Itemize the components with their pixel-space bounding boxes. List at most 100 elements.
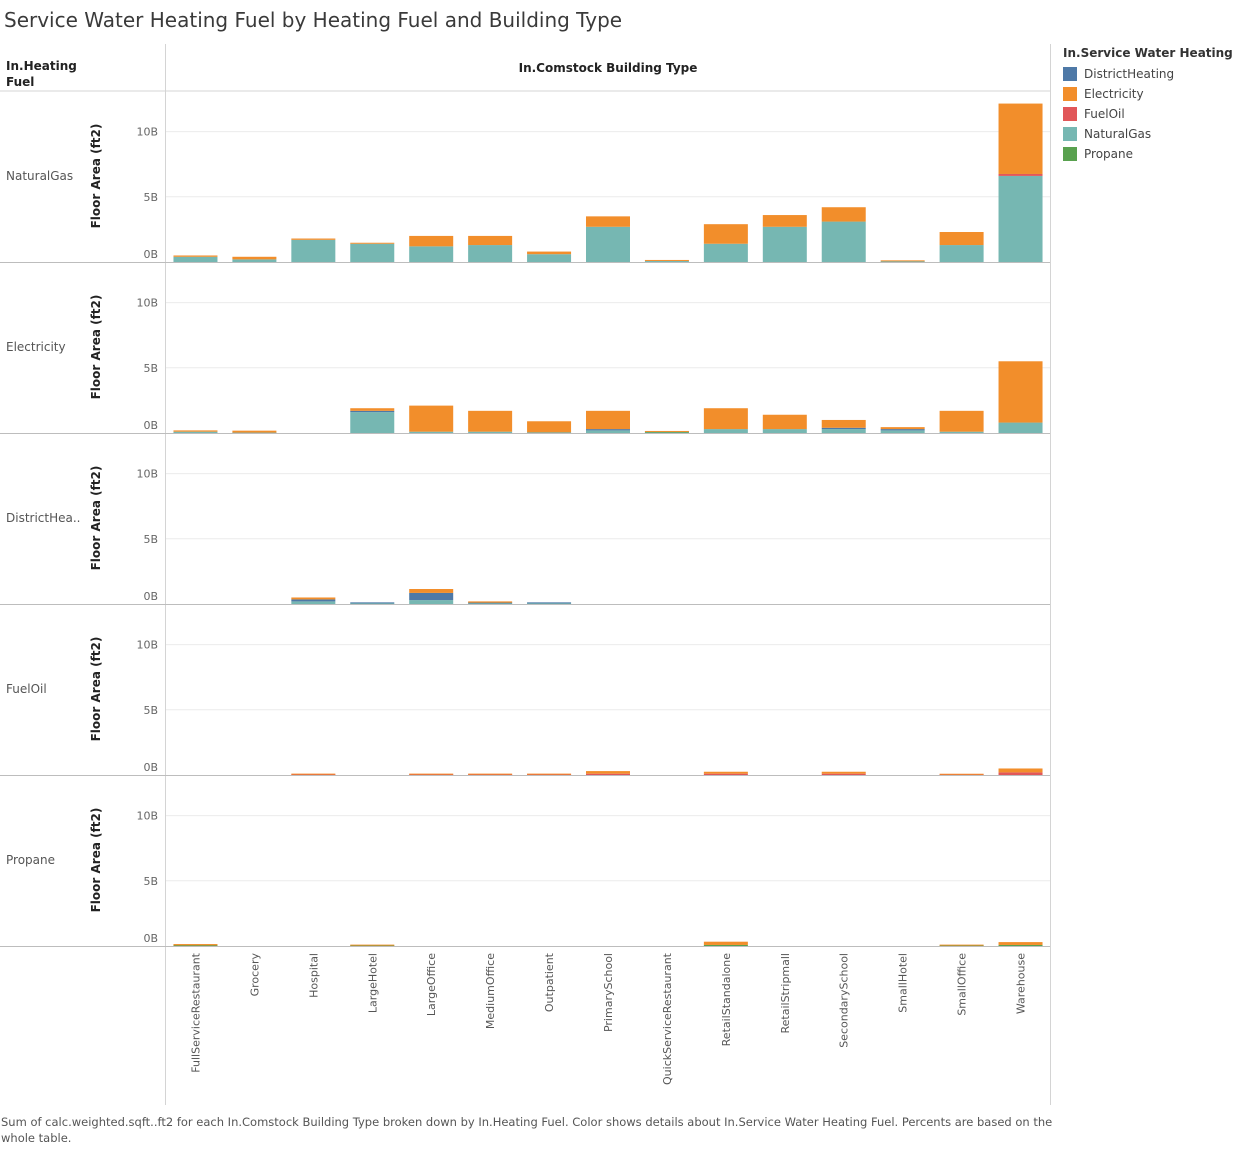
bar-districtheating-outpatient-naturalgas[interactable]	[527, 603, 572, 604]
bar-fueloil-outpatient-electricity[interactable]	[527, 773, 572, 775]
bar-naturalgas-primaryschool-electricity[interactable]	[586, 216, 630, 227]
bar-electricity-grocery-electricity[interactable]	[232, 430, 277, 433]
bar-electricity-warehouse-naturalgas[interactable]	[998, 422, 1043, 433]
bar-fueloil-primaryschool-fueloil[interactable]	[586, 773, 630, 775]
bar-districtheating-largehotel-districtheating[interactable]	[350, 602, 395, 604]
bar-districtheating-largeoffice-districtheating[interactable]	[409, 592, 454, 601]
bar-propane-warehouse-electricity[interactable]	[998, 942, 1043, 945]
bar-fueloil-mediumoffice-electricity[interactable]	[468, 773, 513, 775]
bar-naturalgas-outpatient-electricity[interactable]	[527, 251, 572, 255]
bar-naturalgas-smalloffice-electricity[interactable]	[939, 232, 984, 246]
legend-item-electricity[interactable]: Electricity	[1063, 84, 1235, 104]
bar-propane-smalloffice-electricity[interactable]	[939, 944, 984, 946]
bar-electricity-retailstandalone-electricity[interactable]	[703, 408, 748, 430]
bar-electricity-retailstripmall-electricity[interactable]	[762, 414, 807, 430]
bar-naturalgas-smallhotel-electricity[interactable]	[880, 260, 925, 262]
bar-naturalgas-grocery-electricity[interactable]	[232, 256, 277, 260]
bar-electricity-primaryschool-naturalgas[interactable]	[586, 430, 630, 433]
bar-naturalgas-secondaryschool-electricity[interactable]	[821, 207, 866, 222]
bar-electricity-smalloffice-electricity[interactable]	[939, 410, 984, 432]
bar-naturalgas-warehouse-naturalgas[interactable]	[998, 175, 1043, 262]
bar-fueloil-warehouse-electricity[interactable]	[998, 768, 1043, 773]
bar-electricity-outpatient-electricity[interactable]	[527, 421, 572, 433]
bar-naturalgas-quickservicerestaurant-naturalgas[interactable]	[644, 260, 689, 262]
bar-electricity-primaryschool-districtheating[interactable]	[586, 429, 630, 431]
bar-fueloil-secondaryschool-fueloil[interactable]	[821, 773, 866, 775]
bar-districtheating-hospital-electricity[interactable]	[291, 597, 336, 600]
legend-item-districtheating[interactable]: DistrictHeating	[1063, 64, 1235, 84]
bar-districtheating-hospital-naturalgas[interactable]	[291, 601, 336, 604]
bar-fueloil-smalloffice-electricity[interactable]	[939, 773, 984, 775]
bar-naturalgas-largeoffice-naturalgas[interactable]	[409, 246, 454, 262]
bar-fueloil-hospital-electricity[interactable]	[291, 773, 336, 775]
bar-districtheating-mediumoffice-naturalgas[interactable]	[468, 603, 513, 604]
bar-fueloil-secondaryschool-electricity[interactable]	[821, 771, 866, 774]
bar-electricity-mediumoffice-electricity[interactable]	[468, 410, 513, 432]
bar-naturalgas-retailstandalone-naturalgas[interactable]	[703, 243, 748, 262]
bar-naturalgas-fullservicerestaurant-naturalgas[interactable]	[173, 256, 218, 262]
bar-districtheating-largeoffice-electricity[interactable]	[409, 589, 454, 593]
bar-electricity-fullservicerestaurant-naturalgas[interactable]	[173, 431, 218, 433]
bar-fueloil-retailstandalone-fueloil[interactable]	[703, 773, 748, 775]
bar-electricity-largeoffice-electricity[interactable]	[409, 405, 454, 432]
bar-electricity-largeoffice-naturalgas[interactable]	[409, 431, 454, 433]
bar-electricity-outpatient-naturalgas[interactable]	[527, 432, 572, 433]
bar-naturalgas-warehouse-electricity[interactable]	[998, 103, 1043, 174]
bar-electricity-smallhotel-electricity[interactable]	[880, 427, 925, 430]
bar-electricity-largehotel-naturalgas[interactable]	[350, 412, 395, 433]
bar-naturalgas-outpatient-naturalgas[interactable]	[527, 254, 572, 262]
bar-naturalgas-largehotel-electricity[interactable]	[350, 242, 395, 244]
bar-naturalgas-retailstripmall-electricity[interactable]	[762, 215, 807, 227]
bar-naturalgas-warehouse-fueloil[interactable]	[998, 173, 1043, 176]
bar-naturalgas-largeoffice-electricity[interactable]	[409, 235, 454, 247]
bar-naturalgas-secondaryschool-naturalgas[interactable]	[821, 221, 866, 262]
bar-electricity-fullservicerestaurant-electricity[interactable]	[173, 430, 218, 432]
bar-propane-fullservicerestaurant-propane[interactable]	[173, 945, 218, 946]
bar-naturalgas-retailstandalone-electricity[interactable]	[703, 224, 748, 244]
bar-fueloil-warehouse-fueloil[interactable]	[998, 772, 1043, 775]
bar-propane-largehotel-electricity[interactable]	[350, 944, 395, 946]
bar-fueloil-primaryschool-electricity[interactable]	[586, 771, 630, 774]
bar-electricity-largehotel-districtheating[interactable]	[350, 410, 395, 413]
bar-fueloil-largeoffice-electricity[interactable]	[409, 773, 454, 775]
bar-naturalgas-mediumoffice-electricity[interactable]	[468, 235, 513, 246]
bar-districtheating-largeoffice-naturalgas[interactable]	[409, 600, 454, 604]
bar-naturalgas-grocery-naturalgas[interactable]	[232, 259, 277, 262]
bar-naturalgas-smalloffice-naturalgas[interactable]	[939, 245, 984, 262]
bar-naturalgas-fullservicerestaurant-electricity[interactable]	[173, 255, 218, 257]
legend-item-fueloil[interactable]: FuelOil	[1063, 104, 1235, 124]
bar-electricity-largehotel-electricity[interactable]	[350, 408, 395, 411]
bar-fueloil-retailstandalone-electricity[interactable]	[703, 771, 748, 774]
bar-electricity-secondaryschool-districtheating[interactable]	[821, 427, 866, 430]
bar-electricity-retailstripmall-naturalgas[interactable]	[762, 429, 807, 433]
bar-naturalgas-hospital-electricity[interactable]	[291, 238, 336, 240]
bar-naturalgas-quickservicerestaurant-electricity[interactable]	[644, 259, 689, 261]
bar-propane-retailstandalone-propane[interactable]	[703, 944, 748, 946]
bar-naturalgas-mediumoffice-naturalgas[interactable]	[468, 245, 513, 262]
bar-propane-fullservicerestaurant-electricity[interactable]	[173, 944, 218, 946]
bar-electricity-quickservicerestaurant-electricity[interactable]	[644, 430, 689, 432]
bar-districtheating-largehotel-naturalgas[interactable]	[350, 603, 395, 604]
legend-item-propane[interactable]: Propane	[1063, 144, 1235, 164]
bar-electricity-quickservicerestaurant-propane[interactable]	[644, 431, 689, 433]
bar-electricity-secondaryschool-naturalgas[interactable]	[821, 429, 866, 433]
bar-electricity-retailstandalone-naturalgas[interactable]	[703, 429, 748, 433]
bar-propane-warehouse-propane[interactable]	[998, 944, 1043, 946]
bar-electricity-secondaryschool-electricity[interactable]	[821, 419, 866, 428]
bar-electricity-mediumoffice-naturalgas[interactable]	[468, 431, 513, 433]
bar-propane-retailstandalone-electricity[interactable]	[703, 941, 748, 945]
bar-naturalgas-primaryschool-naturalgas[interactable]	[586, 226, 630, 262]
bar-naturalgas-hospital-naturalgas[interactable]	[291, 239, 336, 262]
bar-electricity-warehouse-electricity[interactable]	[998, 361, 1043, 423]
bar-districtheating-mediumoffice-electricity[interactable]	[468, 601, 513, 603]
bar-electricity-primaryschool-electricity[interactable]	[586, 410, 630, 430]
bar-districtheating-outpatient-districtheating[interactable]	[527, 602, 572, 604]
bar-electricity-smallhotel-naturalgas[interactable]	[880, 430, 925, 433]
bar-naturalgas-smallhotel-naturalgas[interactable]	[880, 261, 925, 262]
bar-districtheating-mediumoffice-districtheating[interactable]	[468, 602, 513, 604]
bar-electricity-smalloffice-naturalgas[interactable]	[939, 431, 984, 433]
bar-naturalgas-largehotel-naturalgas[interactable]	[350, 243, 395, 262]
legend-item-naturalgas[interactable]: NaturalGas	[1063, 124, 1235, 144]
bar-electricity-smallhotel-districtheating[interactable]	[880, 429, 925, 431]
bar-naturalgas-retailstripmall-naturalgas[interactable]	[762, 226, 807, 262]
